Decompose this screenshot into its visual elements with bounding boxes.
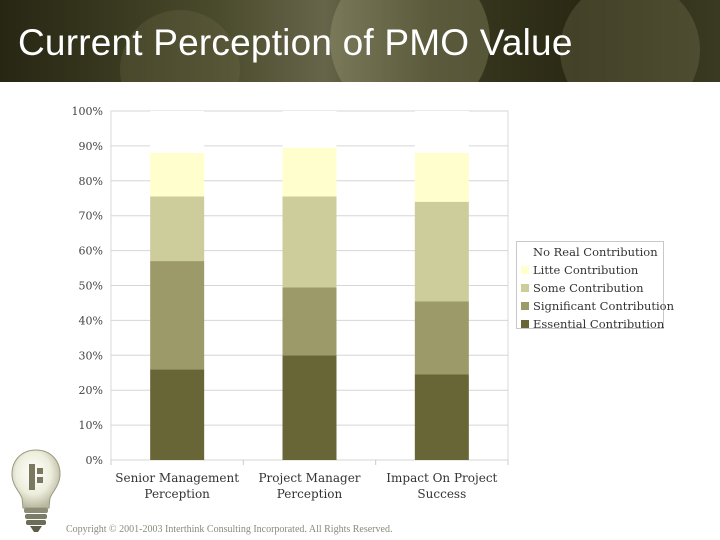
legend-item: Significant Contribution xyxy=(521,297,674,315)
legend-item: Litte Contribution xyxy=(521,261,663,279)
x-category-label: Impact On Project xyxy=(386,471,497,485)
bar-segment xyxy=(414,301,469,375)
legend-label: Essential Contribution xyxy=(533,317,665,331)
bar-segment xyxy=(150,369,205,460)
y-tick-label: 60% xyxy=(79,245,103,258)
bar-segment xyxy=(150,261,205,370)
y-tick-label: 20% xyxy=(79,384,103,397)
slide-title: Current Perception of PMO Value xyxy=(18,22,573,63)
y-tick-label: 40% xyxy=(79,314,103,327)
y-tick-label: 30% xyxy=(79,349,103,362)
x-category-label: Senior Management xyxy=(115,471,239,485)
banner-decoration xyxy=(330,0,490,82)
x-category-label: Success xyxy=(417,487,466,501)
legend-swatch xyxy=(521,248,529,256)
x-category-label: Project Manager xyxy=(258,471,360,485)
y-tick-label: 80% xyxy=(79,175,103,188)
y-tick-label: 0% xyxy=(86,454,103,467)
legend-swatch xyxy=(521,266,529,274)
legend-label: Litte Contribution xyxy=(533,263,639,277)
copyright-text: Copyright © 2001-2003 Interthink Consult… xyxy=(66,524,393,535)
bar-segment xyxy=(414,152,469,202)
bar-segment xyxy=(282,287,337,356)
chart-legend: No Real Contribution Litte Contribution So… xyxy=(516,241,674,331)
bar-segment xyxy=(282,196,337,288)
legend-item: Some Contribution xyxy=(521,279,663,297)
bar-segment xyxy=(282,355,337,460)
legend-swatch xyxy=(521,284,529,292)
legend-label: Some Contribution xyxy=(533,281,644,295)
legend-item: Essential Contribution xyxy=(521,315,665,333)
x-category-label: Perception xyxy=(277,487,343,501)
y-tick-label: 10% xyxy=(79,419,103,432)
y-tick-label: 70% xyxy=(79,210,103,223)
bar-segment xyxy=(414,201,469,302)
bar-segment xyxy=(150,111,205,153)
lightbulb-icon xyxy=(11,449,61,532)
bar-segment xyxy=(414,111,469,153)
legend-swatch xyxy=(521,302,529,310)
bar-segment xyxy=(150,196,205,262)
legend-label: No Real Contribution xyxy=(533,245,658,259)
y-tick-label: 100% xyxy=(72,105,103,118)
bar-segment xyxy=(282,111,337,148)
y-tick-label: 90% xyxy=(79,140,103,153)
legend-item: No Real Contribution xyxy=(521,243,663,261)
bar-segment xyxy=(150,152,205,197)
bar-segment xyxy=(414,374,469,460)
banner-decoration xyxy=(560,0,700,82)
x-category-label: Perception xyxy=(144,487,210,501)
bar-segment xyxy=(282,147,337,197)
legend-swatch xyxy=(521,320,529,328)
legend-label: Significant Contribution xyxy=(533,299,674,313)
title-banner: Current Perception of PMO Value xyxy=(0,0,720,82)
y-tick-label: 50% xyxy=(79,280,103,293)
